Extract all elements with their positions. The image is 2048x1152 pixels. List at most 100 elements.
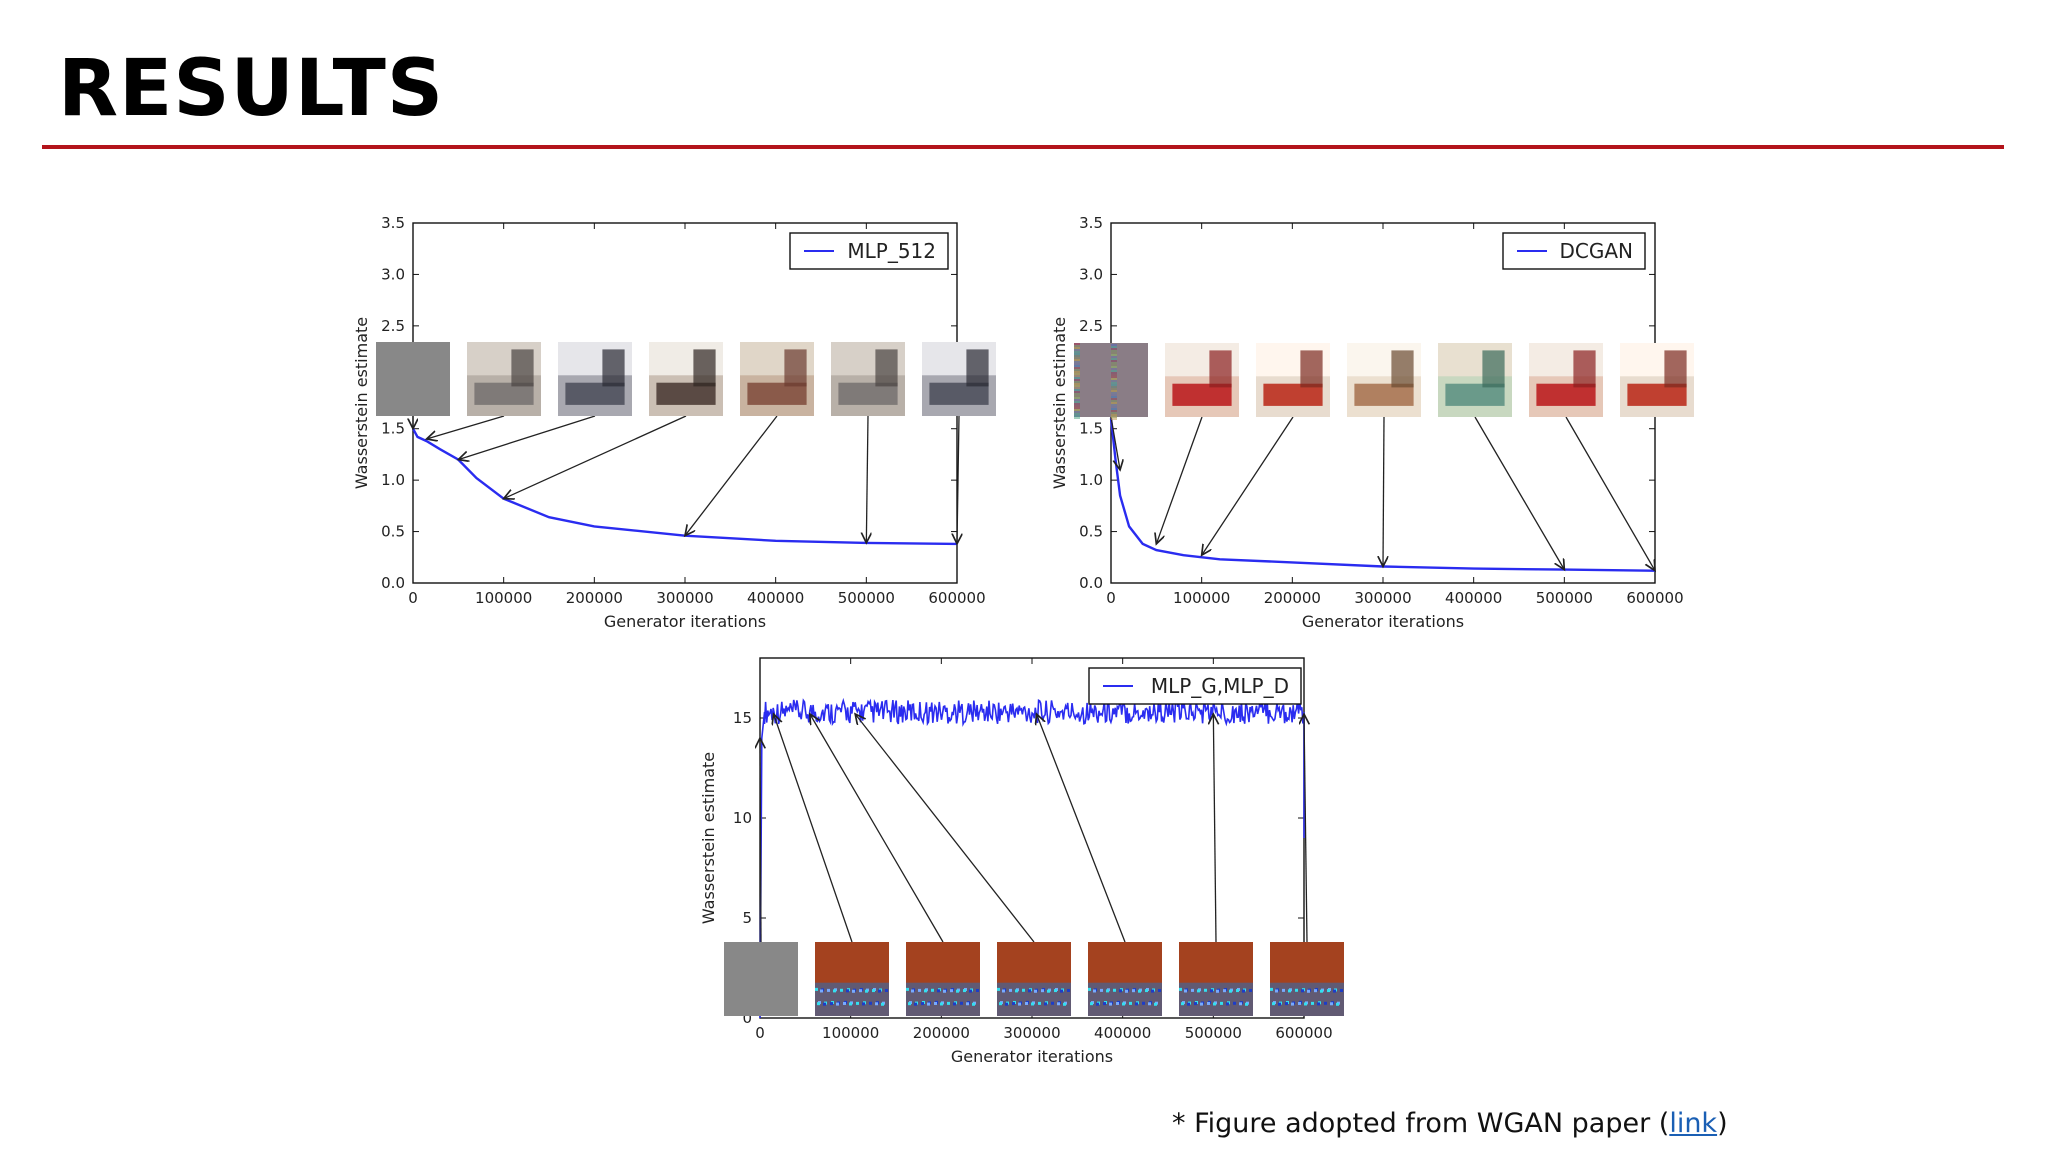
noise-dot	[966, 1002, 969, 1006]
sample-image	[558, 342, 632, 416]
y-axis-label: Wasserstein estimate	[352, 317, 371, 489]
noise-dot	[1074, 371, 1080, 377]
noise-dot	[1148, 1002, 1151, 1006]
x-tick-label: 300000	[656, 589, 713, 607]
sample-image	[922, 342, 996, 416]
sample-image-band	[1088, 982, 1162, 1016]
noise-dot	[927, 1002, 930, 1006]
noise-dot	[1282, 988, 1285, 992]
sample-image-fill	[376, 342, 450, 416]
noise-dot	[815, 987, 818, 991]
noise-dot	[1005, 1002, 1008, 1006]
noise-dot	[1015, 989, 1018, 993]
sample-image	[1270, 942, 1344, 1016]
x-tick-label: 600000	[1626, 589, 1683, 607]
noise-dot	[846, 989, 849, 993]
noise-dot	[1158, 988, 1161, 992]
paper-link[interactable]: link	[1669, 1108, 1718, 1139]
noise-dot	[1223, 989, 1226, 993]
y-axis-label: Wasserstein estimate	[1050, 317, 1069, 489]
noise-dot	[1060, 989, 1063, 993]
sample-image-band	[815, 982, 889, 1016]
x-tick-label: 300000	[1003, 1024, 1060, 1042]
arrow	[1213, 714, 1216, 943]
noise-dot	[1074, 383, 1080, 389]
noise-dot	[843, 1001, 846, 1005]
sample-image	[815, 942, 889, 1016]
noise-dot	[1298, 1001, 1301, 1005]
noise-dot	[1239, 1002, 1242, 1006]
sample-image	[1529, 343, 1603, 417]
noise-dot	[924, 989, 927, 993]
noise-dot	[1088, 987, 1091, 991]
sample-bed	[474, 382, 534, 405]
x-tick-label: 500000	[1185, 1024, 1242, 1042]
y-tick-label: 0.5	[1079, 523, 1103, 541]
noise-dot	[1191, 988, 1194, 992]
x-tick-label: 200000	[1264, 589, 1321, 607]
noise-dot	[1018, 1002, 1021, 1006]
noise-dot	[1100, 988, 1103, 992]
y-tick-label: 10	[733, 809, 752, 827]
noise-dot	[1245, 1002, 1248, 1006]
noise-dot	[1249, 988, 1252, 992]
sample-image-band	[906, 982, 980, 1016]
chart-mlp-g-mlp-d: 0 5 10 15 0 100000 200000 300000 400000 500000 600…	[699, 657, 1344, 1066]
y-tick-label: 1.0	[1079, 471, 1103, 489]
noise-dot	[1291, 1002, 1294, 1006]
noise-dot	[1034, 989, 1037, 993]
noise-dot	[1135, 1002, 1138, 1006]
x-tick-label: 100000	[1173, 589, 1230, 607]
noise-dot	[1009, 988, 1012, 992]
sample-image	[997, 942, 1071, 1016]
footnote-close: )	[1717, 1108, 1728, 1139]
noise-dot	[849, 1002, 852, 1006]
y-tick-label: 3.5	[381, 214, 405, 232]
slide-title: RESULTS	[58, 44, 445, 134]
sample-bed	[747, 382, 807, 405]
noise-dot	[1025, 1001, 1028, 1005]
x-tick-label: 500000	[838, 589, 895, 607]
arrow	[427, 415, 505, 439]
noise-dot	[1054, 989, 1057, 993]
noise-dot	[1210, 989, 1213, 993]
noise-dot	[1111, 382, 1117, 388]
sample-bed	[565, 382, 625, 405]
sample-furniture	[693, 349, 716, 387]
noise-dot	[1129, 1001, 1132, 1005]
x-tick-label: 100000	[822, 1024, 879, 1042]
noise-dot	[817, 1002, 820, 1006]
noise-dot	[1184, 989, 1187, 993]
noise-dot	[1336, 1002, 1339, 1006]
noise-dot	[914, 1002, 917, 1006]
noise-dot	[1074, 351, 1080, 357]
y-axis-label: Wasserstein estimate	[699, 752, 718, 924]
noise-dot	[1111, 392, 1117, 398]
noise-dot	[1111, 414, 1117, 420]
chart-mlp-512: 0.00.51.01.52.02.53.03.50100000200000300…	[352, 214, 996, 631]
sample-image	[1165, 343, 1239, 417]
noise-dot	[1194, 1002, 1197, 1006]
noise-dot	[1220, 1001, 1223, 1005]
y-tick-label: 0	[742, 1009, 752, 1027]
noise-dot	[1074, 393, 1080, 399]
y-tick-label: 3.0	[381, 265, 405, 283]
sample-furniture	[1573, 350, 1596, 388]
noise-dot	[997, 987, 1000, 991]
noise-dot	[1216, 989, 1219, 993]
noise-dot	[1012, 1002, 1015, 1006]
noise-dot	[1109, 1002, 1112, 1006]
noise-dot	[1106, 989, 1109, 993]
sample-image	[1620, 343, 1694, 417]
noise-dot	[1275, 989, 1278, 993]
noise-dot	[872, 989, 875, 993]
noise-dot	[1067, 988, 1070, 992]
sample-furniture	[1300, 350, 1323, 388]
arrow	[774, 714, 853, 943]
noise-dot	[1187, 1002, 1190, 1006]
noise-dot	[823, 1002, 826, 1006]
sample-image	[831, 342, 905, 416]
noise-dot	[956, 989, 959, 993]
legend-label: MLP_G,MLP_D	[1151, 674, 1289, 698]
arrow	[1474, 416, 1564, 570]
